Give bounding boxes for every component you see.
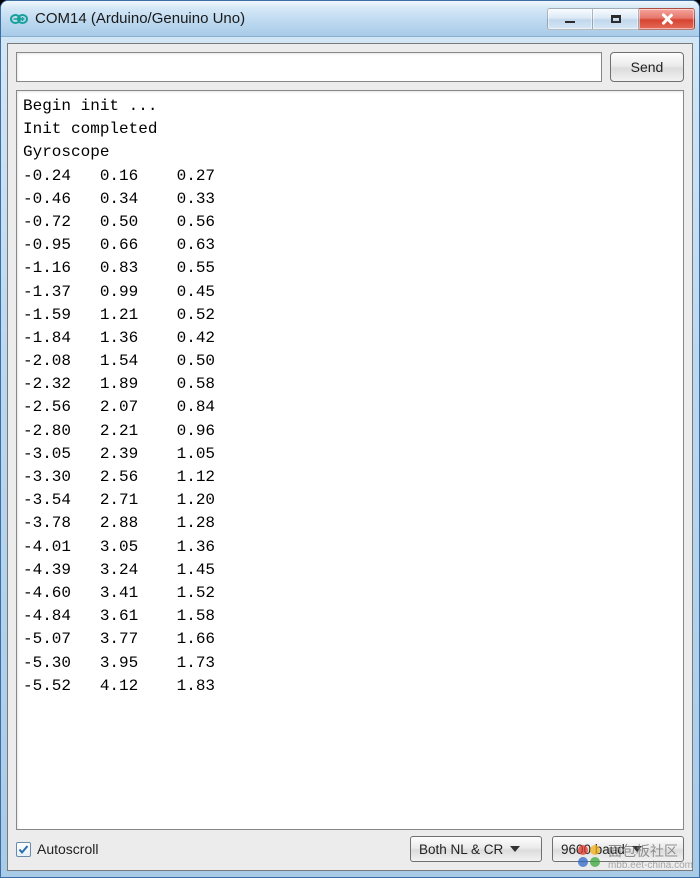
chevron-down-icon [507,846,523,852]
arduino-icon [9,9,29,29]
send-row: Send [8,44,692,90]
baud-value: 9600 baud [561,842,625,857]
titlebar[interactable]: COM14 (Arduino/Genuino Uno) [1,1,699,37]
close-button[interactable] [639,8,695,30]
footer-row: Autoscroll Both NL & CR 9600 baud [8,830,692,870]
checkbox-icon [16,842,31,857]
window-title: COM14 (Arduino/Genuino Uno) [35,10,545,27]
serial-input[interactable] [16,52,602,82]
maximize-button[interactable] [593,8,639,30]
line-ending-value: Both NL & CR [419,842,503,857]
autoscroll-toggle[interactable]: Autoscroll [16,841,98,857]
autoscroll-label: Autoscroll [37,841,98,857]
minimize-icon [565,21,575,23]
close-icon [660,12,674,26]
serial-output[interactable]: Begin init ... Init completed Gyroscope … [16,90,684,830]
client-area: Send Begin init ... Init completed Gyros… [7,43,693,871]
chevron-down-icon [629,846,645,852]
window-frame: COM14 (Arduino/Genuino Uno) Send Begin i… [0,0,700,878]
minimize-button[interactable] [547,8,593,30]
line-ending-select[interactable]: Both NL & CR [410,836,542,862]
send-button[interactable]: Send [610,52,684,82]
maximize-icon [611,15,621,23]
window-controls [545,8,695,30]
baud-select[interactable]: 9600 baud [552,836,684,862]
